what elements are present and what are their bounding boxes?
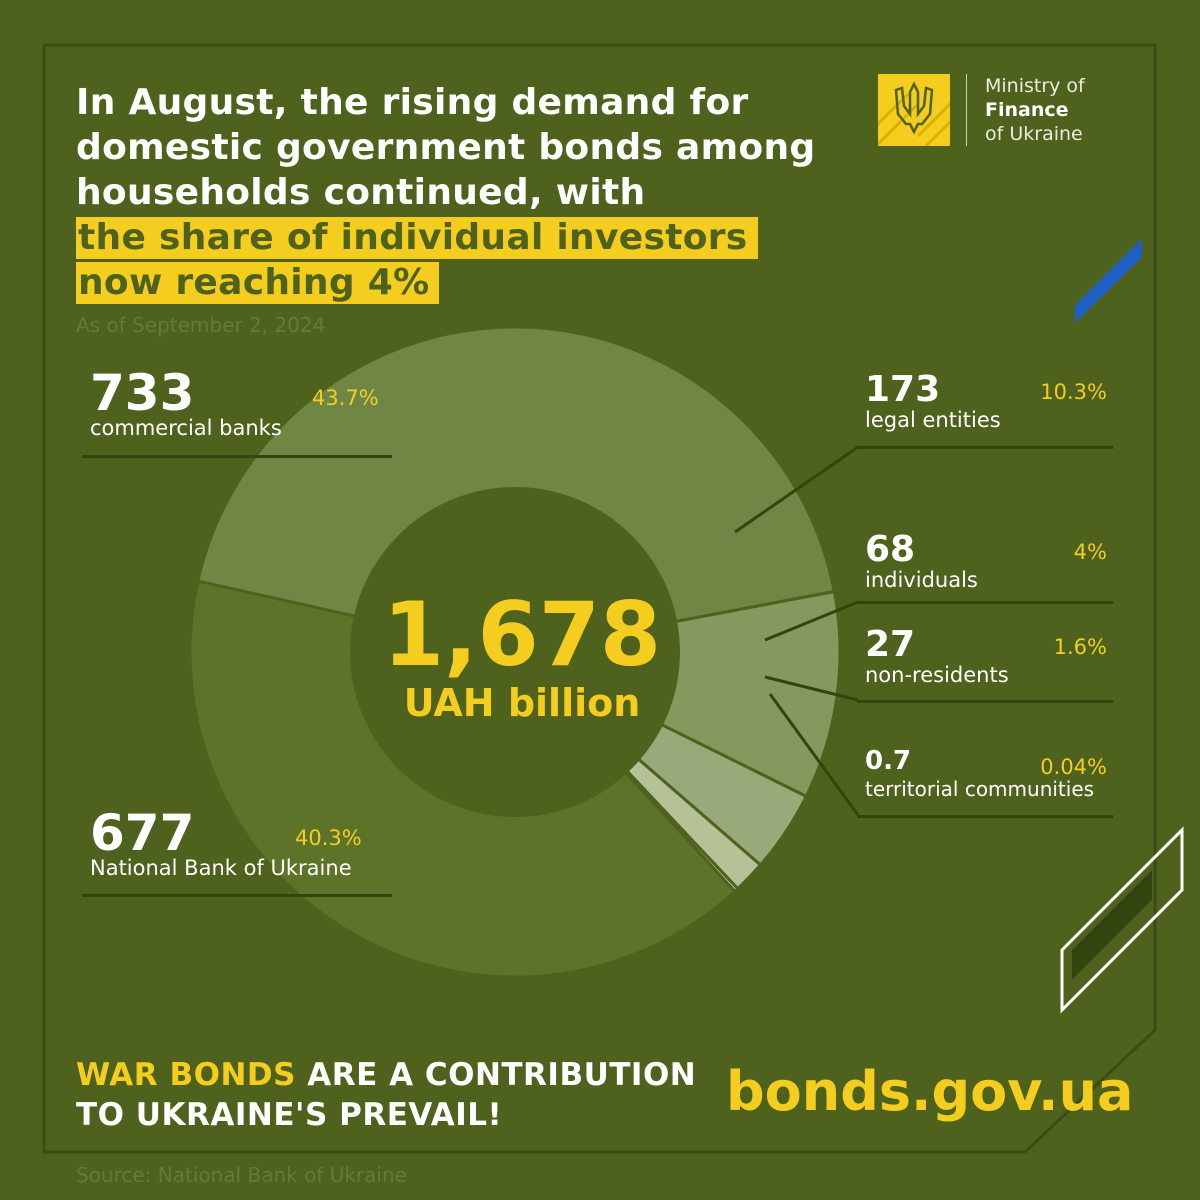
slice-percent: 0.04%	[1040, 755, 1107, 779]
slice-value: 677	[90, 804, 195, 862]
slice-label: commercial banks	[90, 416, 282, 440]
logo-line: Finance	[985, 99, 1069, 121]
label-individuals: 68 4% individuals	[857, 529, 1113, 610]
label-rule	[82, 455, 392, 458]
label-territorial-communities: 0.7 0.04% territorial communities	[857, 745, 1113, 825]
label-national-bank: 677 40.3% National Bank of Ukraine	[82, 804, 392, 901]
slice-value: 733	[90, 364, 195, 422]
slice-label: territorial communities	[865, 777, 1095, 801]
slogan-highlight: WAR BONDS	[76, 1057, 296, 1093]
slice-label: legal entities	[865, 408, 1001, 432]
slice-label: individuals	[865, 568, 978, 592]
logo-line: of Ukraine	[985, 123, 1083, 145]
slogan-text: TO UKRAINE'S PREVAIL!	[76, 1097, 503, 1133]
slogan: WAR BONDS ARE A CONTRIBUTION TO UKRAINE'…	[76, 1055, 716, 1135]
logo-text: Ministry of Finance of Ukraine	[985, 74, 1085, 146]
source-note: Source: National Bank of Ukraine	[76, 1163, 407, 1187]
donut-hole	[350, 487, 680, 817]
ministry-logo: Ministry of Finance of Ukraine	[878, 74, 1138, 154]
headline-highlight: the share of individual investors	[76, 217, 758, 259]
as-of-date: As of September 2, 2024	[76, 313, 326, 337]
headline-line: domestic government bonds among	[76, 127, 816, 168]
slice-value: 173	[865, 369, 941, 410]
headline-line: households continued, with	[76, 172, 646, 213]
total-unit: UAH billion	[403, 681, 641, 725]
slice-percent: 4%	[1073, 540, 1107, 564]
label-rule	[82, 894, 392, 897]
slice-percent: 43.7%	[312, 386, 379, 410]
slice-value: 27	[865, 624, 916, 665]
headline: In August, the rising demand for domesti…	[76, 80, 856, 305]
slice-label: National Bank of Ukraine	[90, 856, 352, 880]
website-link[interactable]: bonds.gov.ua	[726, 1060, 1134, 1123]
leader-line-non-residents	[764, 675, 859, 702]
slice-percent: 1.6%	[1053, 635, 1107, 659]
leader-line-territorial-communities	[768, 693, 860, 816]
slice-percent: 40.3%	[295, 826, 362, 850]
logo-line: Ministry of	[985, 75, 1085, 97]
label-rule	[857, 815, 1113, 818]
headline-line: In August, the rising demand for	[76, 82, 749, 123]
trident-emblem-icon	[878, 74, 950, 146]
label-legal-entities: 173 10.3% legal entities	[857, 369, 1113, 450]
slice-label: non-residents	[865, 663, 1009, 687]
label-rule	[857, 700, 1113, 703]
label-commercial-banks: 733 43.7% commercial banks	[82, 364, 392, 461]
total-value: 1,678	[382, 583, 662, 686]
label-non-residents: 27 1.6% non-residents	[857, 624, 1113, 705]
headline-highlight: now reaching 4%	[76, 262, 440, 304]
slice-percent: 10.3%	[1040, 380, 1107, 404]
logo-divider	[966, 74, 967, 146]
label-rule	[857, 601, 1113, 604]
slice-value: 0.7	[865, 746, 912, 776]
slice-value: 68	[865, 529, 916, 570]
leader-line-legal-entities	[734, 445, 859, 534]
label-rule	[857, 446, 1113, 449]
slogan-text: ARE A CONTRIBUTION	[295, 1057, 697, 1093]
leader-lines	[734, 445, 860, 816]
leader-line-individuals	[764, 600, 859, 642]
